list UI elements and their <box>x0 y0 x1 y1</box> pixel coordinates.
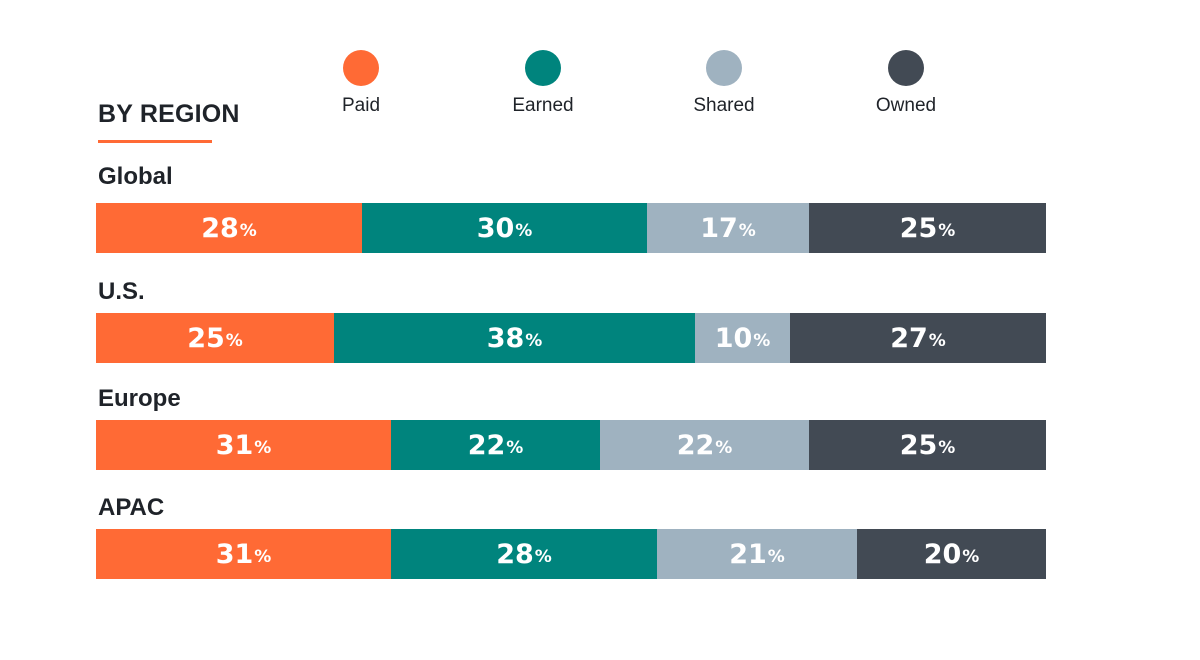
data-label-u-s-shared: 10 <box>714 322 753 354</box>
bar-segment-global-earned: 30% <box>362 203 647 253</box>
data-label-apac-shared: 21 <box>729 538 767 570</box>
data-label-u-s-paid: 25 <box>187 322 225 354</box>
category-label-global: Global <box>98 163 173 190</box>
data-label-u-s-owned: 27 <box>890 322 928 354</box>
bar-segment-apac-paid: 31% <box>96 529 391 579</box>
bar-segment-europe-paid: 31% <box>96 420 391 470</box>
bar-segment-europe-earned: 22% <box>391 420 600 470</box>
bar-segment-apac-owned: 20% <box>857 529 1046 579</box>
legend-swatch-earned <box>525 50 561 86</box>
percent-sign: % <box>753 331 771 351</box>
percent-sign: % <box>534 547 552 567</box>
percent-sign: % <box>239 221 257 241</box>
data-label-apac-paid: 31 <box>215 538 254 570</box>
category-label-u-s: U.S. <box>98 278 145 305</box>
percent-sign: % <box>225 331 243 351</box>
legend-label-paid: Paid <box>341 95 381 116</box>
percent-sign: % <box>515 221 533 241</box>
bar-segment-apac-shared: 21% <box>657 529 857 579</box>
bar-segment-u-s-earned: 38% <box>334 313 695 363</box>
chart-title: BY REGION <box>98 100 240 128</box>
data-label-apac-owned: 20 <box>923 538 962 570</box>
percent-sign: % <box>715 438 733 458</box>
data-label-europe-owned: 25 <box>899 429 938 461</box>
legend-item-paid: Paid <box>301 50 421 117</box>
legend-label-shared: Shared <box>693 95 755 116</box>
legend-item-shared: Shared <box>664 50 784 117</box>
bar-segment-u-s-shared: 10% <box>695 313 790 363</box>
bar-europe: 31% 22% 22% 25% <box>96 420 1046 470</box>
percent-sign: % <box>506 438 524 458</box>
legend-label-earned: Earned <box>512 95 574 116</box>
bar-segment-u-s-paid: 25% <box>96 313 334 363</box>
data-label-global-earned: 30 <box>476 212 515 244</box>
data-label-global-paid: 28 <box>201 212 239 244</box>
data-label-europe-paid: 31 <box>215 429 254 461</box>
chart-title-block: BY REGION <box>98 100 240 143</box>
bar-u-s: 25% 38% 10% 27% <box>96 313 1046 363</box>
data-label-europe-earned: 22 <box>467 429 506 461</box>
bar-global: 28% 30% 17% 25% <box>96 203 1046 253</box>
percent-sign: % <box>254 438 272 458</box>
legend-item-earned: Earned <box>483 50 603 117</box>
percent-sign: % <box>938 438 956 458</box>
data-label-global-owned: 25 <box>899 212 938 244</box>
percent-sign: % <box>767 547 785 567</box>
percent-sign: % <box>938 221 956 241</box>
percent-sign: % <box>738 221 756 241</box>
bar-segment-u-s-owned: 27% <box>790 313 1046 363</box>
legend-swatch-shared <box>706 50 742 86</box>
category-label-europe: Europe <box>98 385 181 412</box>
bar-segment-global-paid: 28% <box>96 203 362 253</box>
percent-sign: % <box>525 331 543 351</box>
legend-swatch-paid <box>343 50 379 86</box>
bar-segment-global-owned: 25% <box>809 203 1046 253</box>
bar-apac: 31% 28% 21% 20% <box>96 529 1046 579</box>
percent-sign: % <box>928 331 946 351</box>
data-label-apac-earned: 28 <box>496 538 534 570</box>
legend-item-owned: Owned <box>846 50 966 117</box>
bar-segment-europe-shared: 22% <box>600 420 809 470</box>
bar-segment-apac-earned: 28% <box>391 529 657 579</box>
bar-segment-europe-owned: 25% <box>809 420 1046 470</box>
category-label-apac: APAC <box>98 494 165 521</box>
legend-swatch-owned <box>888 50 924 86</box>
bar-segment-global-shared: 17% <box>647 203 809 253</box>
percent-sign: % <box>254 547 272 567</box>
data-label-europe-shared: 22 <box>676 429 715 461</box>
data-label-u-s-earned: 38 <box>486 322 525 354</box>
legend-label-owned: Owned <box>875 95 937 116</box>
percent-sign: % <box>962 547 980 567</box>
data-label-global-shared: 17 <box>700 212 738 244</box>
title-underline <box>98 140 212 143</box>
